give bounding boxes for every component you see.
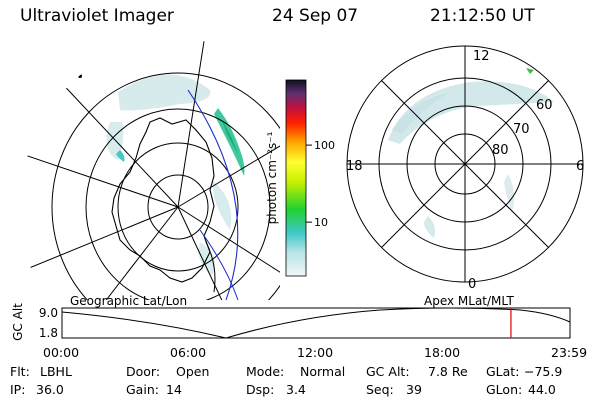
timeline-y-tick-max: 9.0 xyxy=(39,306,58,320)
peninsula-outline xyxy=(205,241,216,293)
info-label: Flt: xyxy=(10,364,30,379)
meridian-line xyxy=(177,206,251,300)
colorbar-tick-label: 100 xyxy=(314,139,335,152)
altitude-curve xyxy=(61,307,571,339)
info-value: −75.9 xyxy=(524,364,563,379)
latitude-circle xyxy=(117,142,239,272)
timeline-x-tick: 12:00 xyxy=(297,345,334,360)
header-date: 24 Sep 07 xyxy=(272,6,359,26)
mlt-line-diagonal xyxy=(381,80,549,248)
continent-outline xyxy=(111,117,215,283)
info-label: GLon: xyxy=(486,382,523,397)
aurora-arc xyxy=(214,108,245,176)
mlt-label-top: 12 xyxy=(473,49,490,64)
meridian-line xyxy=(177,206,280,286)
latitude-circle xyxy=(51,72,280,300)
terminator-line xyxy=(187,89,239,300)
mlat-label-80: 80 xyxy=(492,143,509,158)
timeline-x-tick: 18:00 xyxy=(424,345,461,360)
aurora-patch xyxy=(504,174,515,212)
info-label: Door: xyxy=(126,364,161,379)
timeline-x-tick: 00:00 xyxy=(43,345,80,360)
colorbar-tick-label: 10 xyxy=(314,216,328,229)
apex-polar-plot: 12 18 6 0 60 70 80 xyxy=(346,45,584,292)
aurora-patch xyxy=(212,180,232,230)
mlt-label-right: 6 xyxy=(576,159,584,174)
info-value: 14 xyxy=(166,382,182,397)
geographic-map-label: Geographic Lat/Lon xyxy=(70,294,188,308)
colorbar-unit-label: photon cm⁻²s⁻¹ xyxy=(265,131,279,224)
info-value: Open xyxy=(176,364,210,379)
info-value: 7.8 Re xyxy=(428,364,468,379)
info-label: Mode: xyxy=(246,364,285,379)
info-label: IP: xyxy=(10,382,26,397)
aurora-patch xyxy=(118,74,211,111)
aurora-spot xyxy=(526,68,534,74)
info-label: Gain: xyxy=(126,382,159,397)
info-label: GLat: xyxy=(486,364,520,379)
meridian-line xyxy=(177,139,280,208)
terminator-line xyxy=(199,229,239,300)
aurora-oval xyxy=(392,92,450,134)
island-dot xyxy=(78,74,82,78)
timeline-x-tick: 06:00 xyxy=(170,345,207,360)
timeline-y-label: GC Alt xyxy=(11,303,25,341)
aurora-arc-core xyxy=(222,120,238,154)
meridian-line xyxy=(177,39,206,208)
mlt-label-bottom: 0 xyxy=(468,277,476,292)
info-label: Seq: xyxy=(366,382,394,397)
header-time: 21:12:50 UT xyxy=(430,6,535,26)
aurora-oval xyxy=(388,81,554,144)
info-value: Normal xyxy=(300,364,346,379)
apex-map-label: Apex MLat/MLT xyxy=(424,294,514,308)
info-value: 44.0 xyxy=(528,382,556,397)
aurora-spot xyxy=(116,150,125,162)
colorbar-gradient xyxy=(285,79,307,277)
mlat-label-60: 60 xyxy=(536,98,553,113)
meridian-line xyxy=(59,206,179,300)
timeline-x-tick: 23:59 xyxy=(551,345,588,360)
mlat-label-70: 70 xyxy=(513,122,530,137)
mlt-label-left: 18 xyxy=(346,159,363,174)
info-value: 39 xyxy=(406,382,422,397)
colorbar: 10 100 photon cm⁻²s⁻¹ xyxy=(265,79,335,277)
colorbar-ticks: 10 100 xyxy=(306,139,335,229)
info-value: 36.0 xyxy=(36,382,64,397)
latitude-circle xyxy=(85,108,271,300)
altitude-timeline: GC Alt 9.0 1.8 xyxy=(11,303,571,341)
info-value: LBHL xyxy=(40,364,72,379)
info-label: GC Alt: xyxy=(366,364,410,379)
meridian-line xyxy=(20,149,179,208)
geographic-map-content xyxy=(20,39,280,300)
timeline-y-tick-min: 1.8 xyxy=(39,326,58,340)
info-label: Dsp: xyxy=(246,382,275,397)
geographic-map xyxy=(20,39,280,300)
meridian-line xyxy=(20,206,179,281)
info-value: 3.4 xyxy=(286,382,306,397)
aurora-patch xyxy=(424,216,436,238)
instrument-title: Ultraviolet Imager xyxy=(20,6,174,26)
timeline-frame xyxy=(61,307,571,339)
latitude-circle xyxy=(147,174,209,240)
polar-image xyxy=(388,68,554,238)
